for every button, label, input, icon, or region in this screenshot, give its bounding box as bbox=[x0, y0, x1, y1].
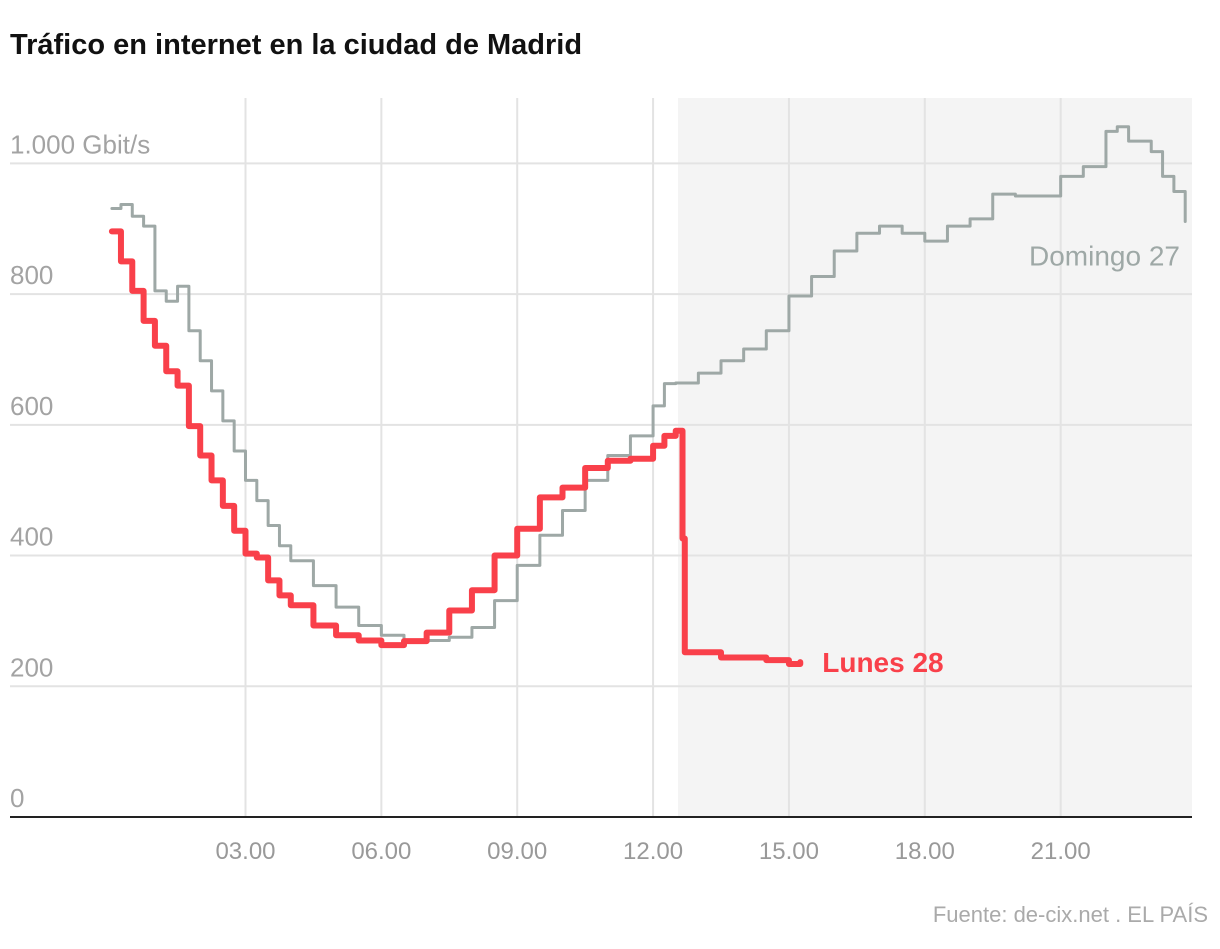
y-tick-label: 0 bbox=[10, 783, 24, 813]
highlight-band bbox=[677, 98, 1192, 817]
y-tick-label: 200 bbox=[10, 652, 53, 682]
x-tick-label: 21.00 bbox=[1031, 838, 1091, 865]
y-tick-label: 400 bbox=[10, 522, 53, 552]
series-line bbox=[108, 228, 804, 668]
x-tick-label: 03.00 bbox=[215, 838, 275, 865]
x-tick-label: 15.00 bbox=[759, 838, 819, 865]
legend-label: Lunes 28 bbox=[822, 647, 943, 678]
source: Fuente: de-cix.net . EL PAÍS bbox=[933, 902, 1208, 927]
chart-title: Tráfico en internet en la ciudad de Madr… bbox=[10, 29, 582, 61]
x-tick-label: 12.00 bbox=[623, 838, 683, 865]
x-tick-label: 18.00 bbox=[895, 838, 955, 865]
x-tick-label: 09.00 bbox=[487, 838, 547, 865]
legend-label: Domingo 27 bbox=[1029, 241, 1180, 272]
y-tick-label: 800 bbox=[10, 260, 53, 290]
x-tick-label: 06.00 bbox=[351, 838, 411, 865]
y-tick-label: 1.000 Gbit/s bbox=[10, 129, 150, 159]
y-tick-label: 600 bbox=[10, 391, 53, 421]
